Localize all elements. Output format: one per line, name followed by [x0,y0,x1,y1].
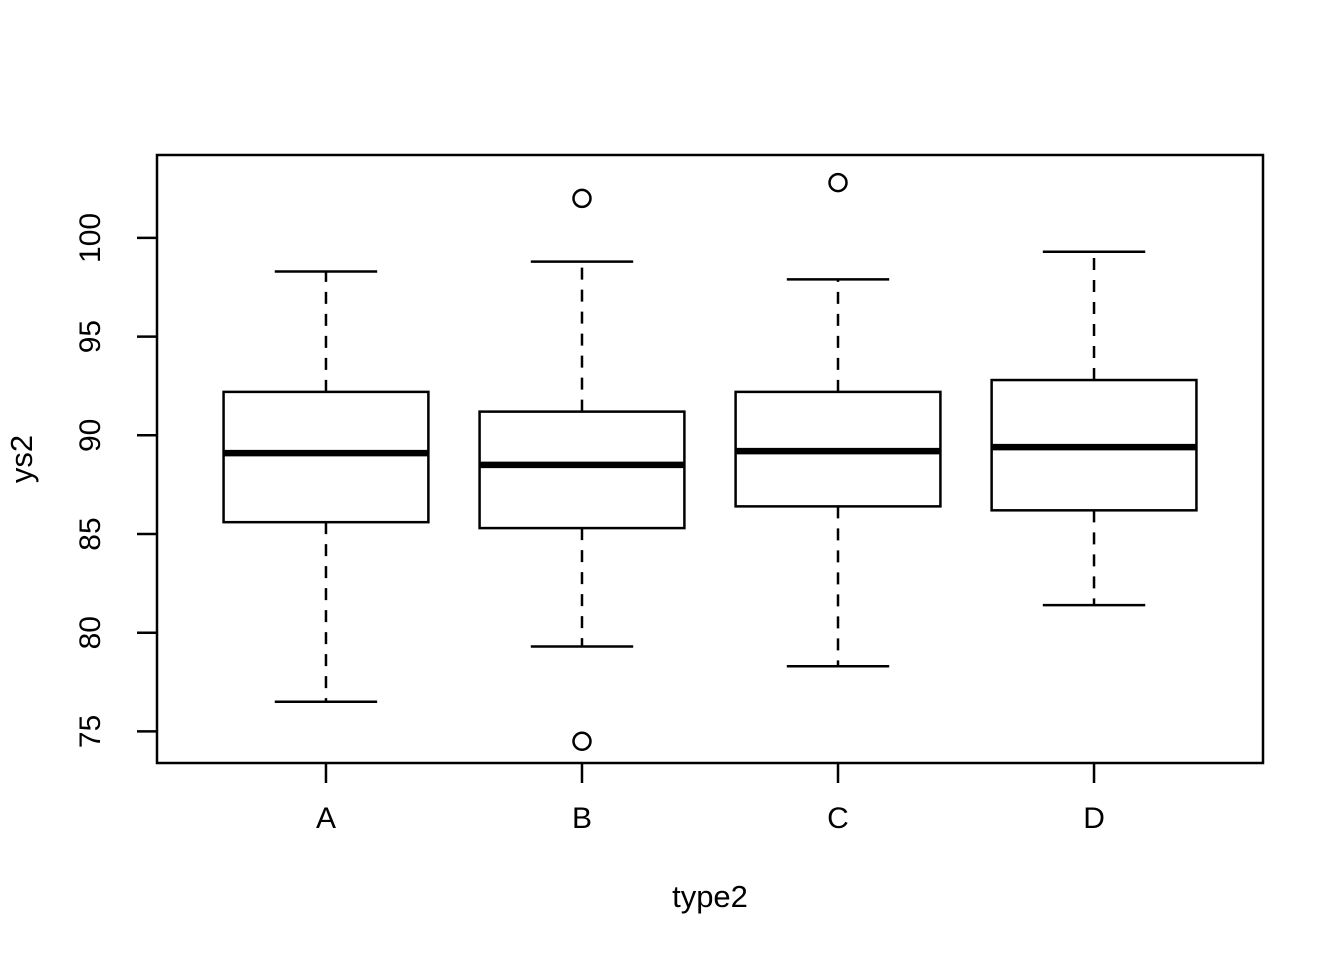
x-tick-label: A [316,802,336,835]
plot-border [155,153,1265,765]
y-tick-label: 100 [74,213,107,263]
outlier-point-B [572,731,592,752]
box-B [478,410,686,530]
x-axis-title: type2 [672,879,748,914]
x-tick-label: C [827,802,849,835]
outlier-point-B [572,188,592,209]
x-tick-label: B [572,802,592,835]
y-tick-label: 80 [74,616,107,649]
y-tick-label: 90 [74,419,107,452]
outlier-point-C [828,172,848,193]
y-tick-label: 75 [74,715,107,748]
box-A [222,390,430,524]
x-tick-label: D [1083,802,1105,835]
y-tick-label: 95 [74,320,107,353]
y-tick-label: 85 [74,517,107,550]
y-axis-title: ys2 [4,435,39,483]
